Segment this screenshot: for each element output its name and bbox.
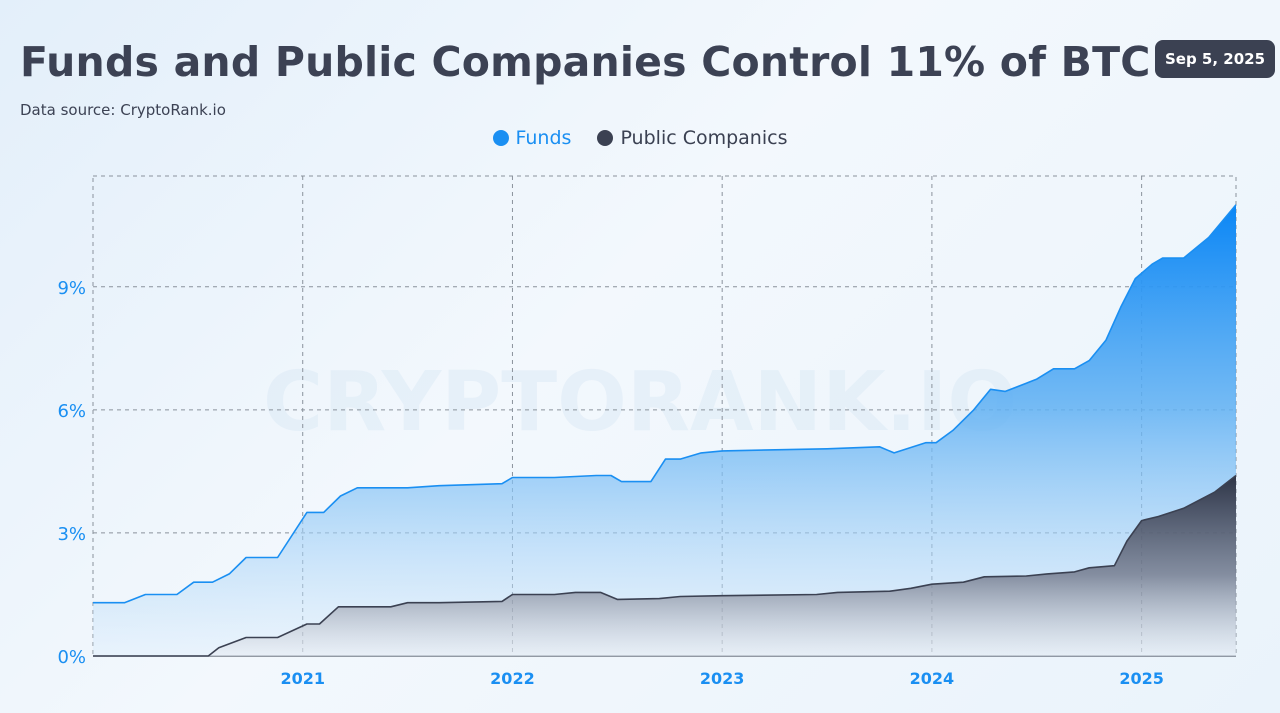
date-badge: Sep 5, 2025	[1155, 40, 1275, 78]
funds-area	[93, 204, 1236, 656]
watermark-text: CRYPTORANK.IO	[263, 355, 1017, 450]
page-title: Funds and Public Companies Control 11% o…	[20, 38, 1151, 86]
legend-item-funds[interactable]: Funds	[492, 127, 572, 149]
legend-item-public-companies[interactable]: Public Companics	[597, 127, 787, 149]
funds-dot-icon	[492, 130, 509, 146]
y-tick-label: 3%	[57, 524, 86, 545]
y-tick-label: 9%	[57, 278, 86, 299]
y-tick-label: 6%	[57, 401, 86, 422]
x-tick-label: 2023	[700, 669, 745, 688]
funds-line	[93, 204, 1237, 604]
x-tick-label: 2021	[280, 669, 325, 688]
legend-label-funds: Funds	[515, 127, 572, 149]
x-tick-label: 2025	[1119, 669, 1164, 688]
x-tick-label: 2022	[490, 669, 535, 688]
chart-legend: Funds Public Companics	[0, 127, 1280, 149]
axis-labels: 0% 3% 6% 9% 2021 2022 2023 2024 2025	[57, 278, 1163, 688]
y-tick-label: 0%	[57, 647, 86, 668]
data-source: Data source: CryptoRank.io	[20, 101, 226, 119]
public-companies-line	[93, 474, 1237, 657]
series-areas	[93, 204, 1237, 657]
public-companies-area	[93, 475, 1236, 656]
x-tick-label: 2024	[910, 669, 955, 688]
legend-label-public-companies: Public Companics	[620, 127, 788, 149]
public-companies-dot-icon	[597, 130, 614, 146]
